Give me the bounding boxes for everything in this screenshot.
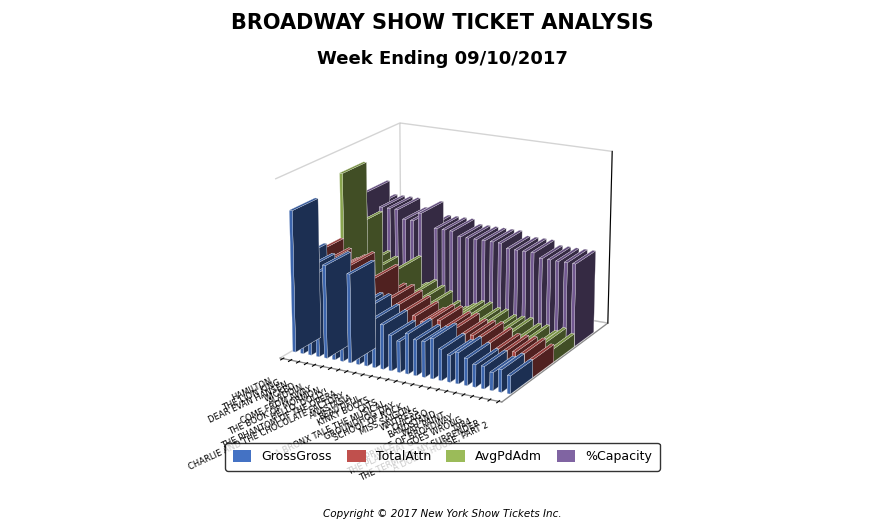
Text: Week Ending 09/10/2017: Week Ending 09/10/2017 xyxy=(317,50,568,67)
Text: Copyright © 2017 New York Show Tickets Inc.: Copyright © 2017 New York Show Tickets I… xyxy=(323,509,562,519)
Legend: GrossGross, TotalAttn, AvgPdAdm, %Capacity: GrossGross, TotalAttn, AvgPdAdm, %Capaci… xyxy=(225,443,660,471)
Text: BROADWAY SHOW TICKET ANALYSIS: BROADWAY SHOW TICKET ANALYSIS xyxy=(231,13,654,33)
